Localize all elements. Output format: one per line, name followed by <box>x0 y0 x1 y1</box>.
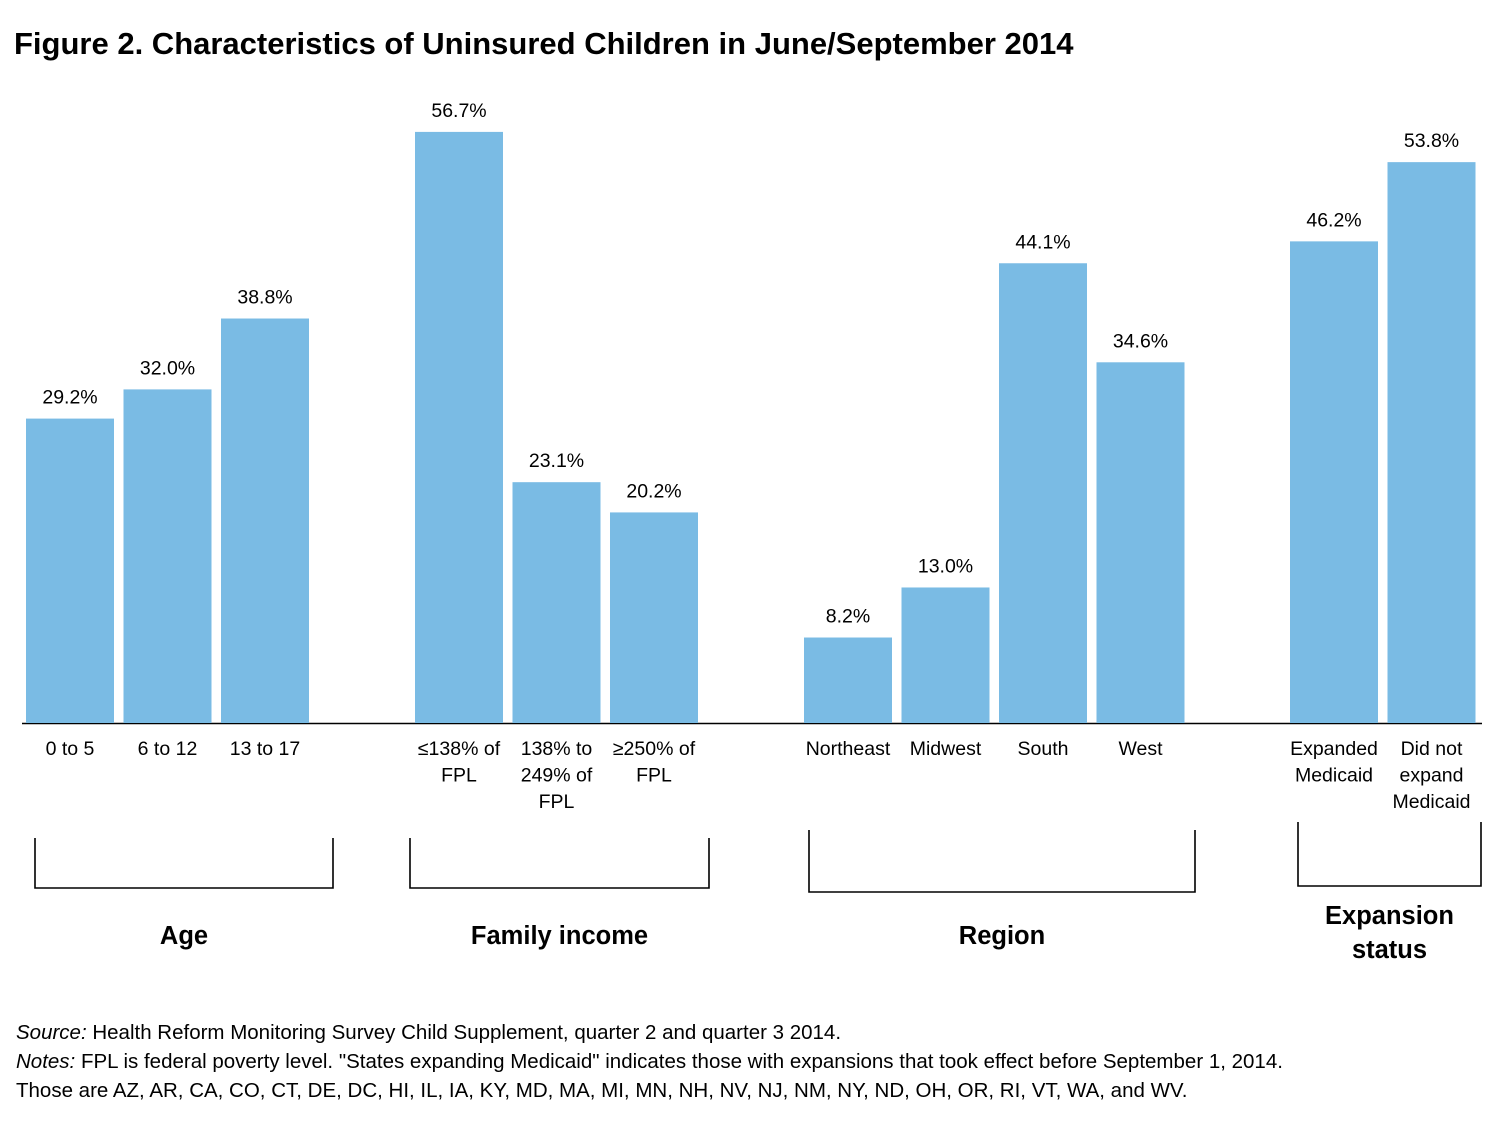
notes-line: Notes: FPL is federal poverty level. "St… <box>16 1047 1283 1076</box>
group-label: Age <box>160 922 208 950</box>
group-bracket <box>409 838 710 889</box>
category-label: ≤138% of <box>418 738 501 760</box>
category-label: 138% to <box>521 738 593 760</box>
category-label: FPL <box>441 765 477 787</box>
category-label: Midwest <box>910 738 982 760</box>
bar <box>804 637 892 723</box>
category-label: Did not <box>1401 738 1463 760</box>
group-bracket <box>1297 822 1482 887</box>
chart-notes: Source: Health Reform Monitoring Survey … <box>16 1018 1283 1105</box>
category-label: FPL <box>636 765 672 787</box>
category-label: West <box>1118 738 1163 760</box>
value-label: 32.0% <box>140 357 195 379</box>
value-label: 29.2% <box>42 387 97 409</box>
bar <box>1096 362 1185 723</box>
group-label: Family income <box>471 922 648 950</box>
bar <box>901 587 990 723</box>
states-line: Those are AZ, AR, CA, CO, CT, DE, DC, HI… <box>16 1079 1188 1102</box>
bar <box>123 389 212 723</box>
source-text: Health Reform Monitoring Survey Child Su… <box>86 1021 842 1044</box>
group-label: Region <box>959 922 1045 950</box>
bar <box>512 482 601 723</box>
value-label: 23.1% <box>529 450 584 472</box>
category-label: ≥250% of <box>613 738 696 760</box>
value-label: 38.8% <box>237 287 292 309</box>
group-bracket <box>808 830 1196 893</box>
category-label: 249% of <box>521 765 593 787</box>
group-bracket <box>34 838 334 889</box>
category-label: 13 to 17 <box>230 738 300 760</box>
category-label: expand <box>1400 765 1464 787</box>
value-label: 46.2% <box>1306 209 1361 231</box>
source-label: Source: <box>16 1021 87 1044</box>
chart-title: Figure 2. Characteristics of Uninsured C… <box>14 26 1074 61</box>
value-label: 44.1% <box>1015 231 1070 253</box>
category-label: FPL <box>539 791 575 813</box>
notes-label: Notes: <box>16 1050 76 1073</box>
bar <box>221 318 309 723</box>
value-label: 13.0% <box>918 555 973 577</box>
source-line: Source: Health Reform Monitoring Survey … <box>16 1018 1283 1047</box>
bar <box>415 131 503 724</box>
value-label: 56.7% <box>431 100 486 122</box>
group-label: Expansion <box>1325 902 1454 930</box>
bar <box>26 418 114 723</box>
value-label: 34.6% <box>1113 330 1168 352</box>
value-label: 53.8% <box>1404 130 1459 152</box>
bar-chart: 29.2% 0 to 5 32.0% 6 to 12 38.8% 13 to 17 Age 5… <box>22 100 1482 964</box>
category-label: Expanded <box>1290 738 1378 760</box>
category-label: Northeast <box>806 738 891 760</box>
notes-text: FPL is federal poverty level. "States ex… <box>75 1050 1283 1073</box>
bar <box>1387 162 1476 723</box>
category-label: Medicaid <box>1295 765 1373 787</box>
category-label: Medicaid <box>1392 791 1470 813</box>
value-label: 8.2% <box>826 606 870 628</box>
bar <box>999 263 1087 723</box>
value-label: 20.2% <box>626 480 681 502</box>
category-label: 6 to 12 <box>138 738 198 760</box>
bar <box>1290 241 1378 724</box>
group-label: status <box>1352 936 1427 964</box>
bar <box>610 512 698 723</box>
category-label: 0 to 5 <box>46 738 95 760</box>
category-label: South <box>1018 738 1069 760</box>
